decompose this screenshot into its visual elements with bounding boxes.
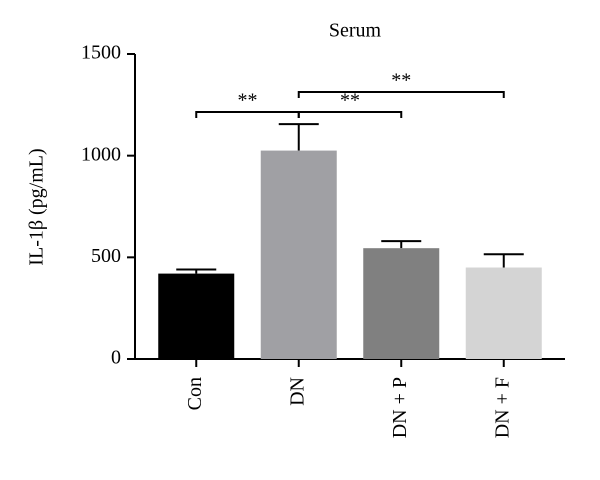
x-tick-label: DN + F — [491, 377, 513, 438]
chart-title: Serum — [329, 20, 382, 42]
significance-label: ** — [340, 90, 360, 112]
x-tick-label: DN + P — [389, 377, 411, 438]
bar — [158, 273, 235, 359]
x-tick-label: DN — [286, 377, 308, 406]
significance-bracket — [297, 91, 505, 98]
y-tick-label: 500 — [91, 245, 121, 267]
bar — [260, 150, 337, 359]
bar — [465, 267, 542, 359]
y-tick-label: 1000 — [81, 143, 121, 165]
significance-label: ** — [238, 90, 258, 112]
x-tick-label: Con — [184, 377, 206, 410]
significance-bracket — [195, 111, 300, 118]
y-tick-label: 0 — [111, 347, 121, 369]
y-tick-label: 1500 — [81, 42, 121, 64]
bar — [363, 248, 440, 359]
significance-label: ** — [391, 70, 411, 92]
significance-bracket — [297, 111, 403, 118]
y-axis-label: IL-1β (pg/mL) — [26, 148, 48, 265]
